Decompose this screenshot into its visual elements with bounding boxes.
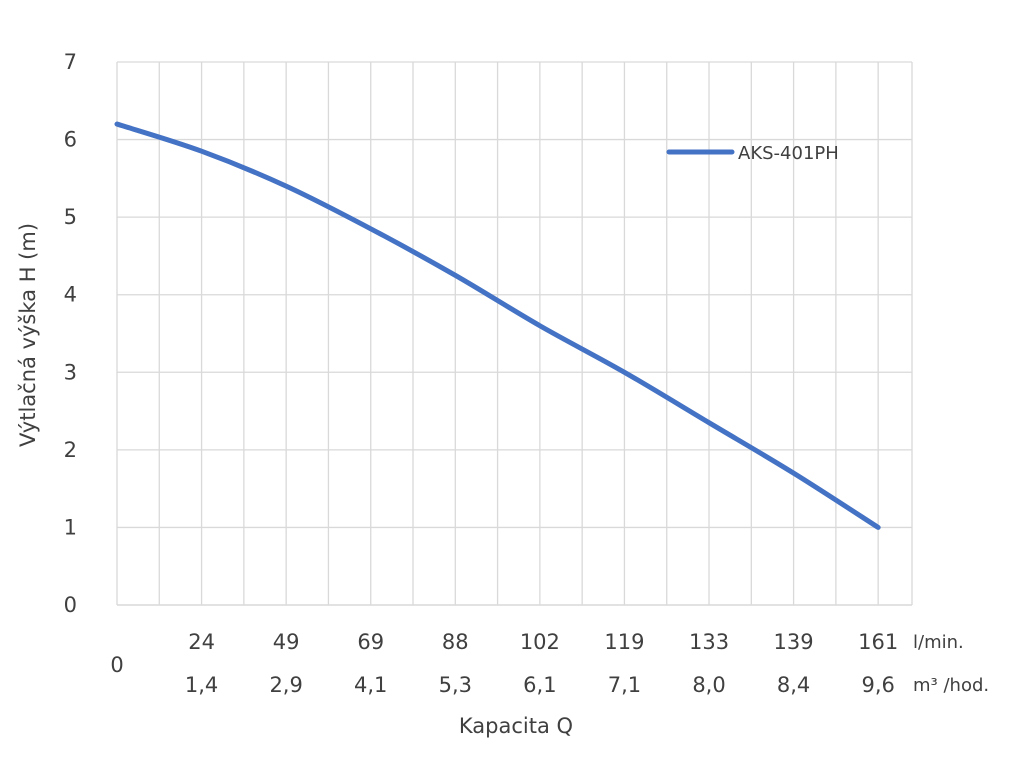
x-tick-label-origin: 0 [110,653,123,677]
x-axis-ticks: 0 24 49 69 88 102 119 133 139 161 1,4 2,9 4,1 5,3 6,1 7… [110,630,898,697]
x-tick-secondary-5: 6,1 [523,673,556,697]
y-tick-label-1: 1 [64,515,77,539]
x-tick-secondary-7: 8,0 [692,673,725,697]
y-axis-title: Výtlačná výška H (m) [16,223,40,447]
legend: AKS-401PH [669,143,839,164]
x-tick-primary-119: 119 [604,630,644,654]
x-unit-label-secondary: m³ /hod. [913,675,989,696]
x-axis-title: Kapacita Q [459,714,573,738]
x-tick-secondary-8: 8,4 [777,673,810,697]
x-tick-primary-133: 133 [689,630,729,654]
x-tick-primary-24: 24 [188,630,215,654]
y-tick-label-6: 6 [64,128,77,152]
x-tick-primary-139: 139 [774,630,814,654]
y-tick-label-2: 2 [64,438,77,462]
y-tick-label-4: 4 [64,283,77,307]
x-tick-primary-161: 161 [858,630,898,654]
y-tick-label-5: 5 [64,205,77,229]
x-tick-primary-88: 88 [442,630,469,654]
x-tick-secondary-6: 7,1 [608,673,641,697]
x-unit-label-primary: l/min. [913,632,964,653]
x-tick-primary-102: 102 [520,630,560,654]
x-tick-secondary-2: 2,9 [269,673,302,697]
x-tick-secondary-9: 9,6 [861,673,894,697]
x-tick-primary-69: 69 [357,630,384,654]
y-axis-ticks: 0 1 2 3 4 5 6 7 [64,50,77,617]
y-tick-label-7: 7 [64,50,77,74]
y-tick-label-3: 3 [64,360,77,384]
x-tick-secondary-1: 1,4 [185,673,218,697]
legend-label-aks-401ph: AKS-401PH [738,143,839,164]
x-tick-secondary-3: 4,1 [354,673,387,697]
x-tick-secondary-4: 5,3 [439,673,472,697]
y-tick-label-0: 0 [64,593,77,617]
x-tick-primary-49: 49 [273,630,300,654]
